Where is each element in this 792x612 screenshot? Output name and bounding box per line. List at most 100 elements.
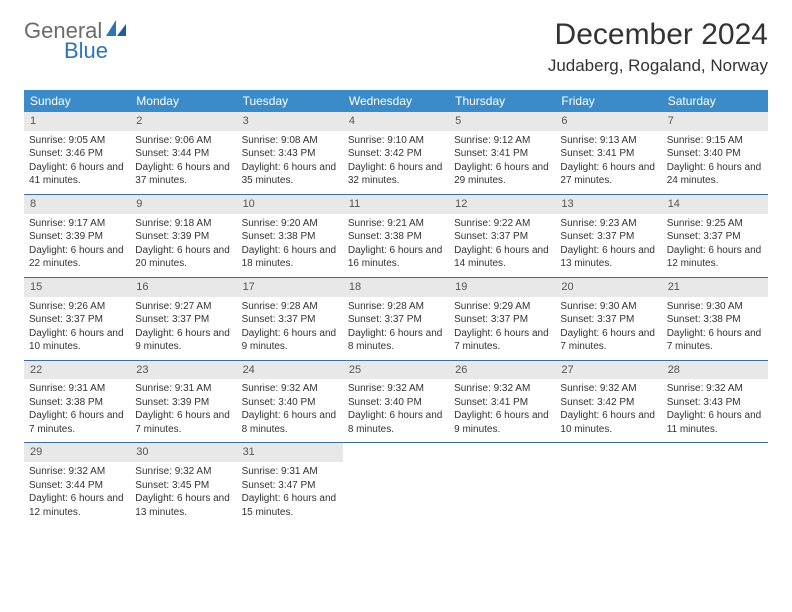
header: General Blue December 2024 Judaberg, Rog…: [24, 18, 768, 76]
day-body: Sunrise: 9:06 AMSunset: 3:44 PMDaylight:…: [130, 131, 236, 194]
sunset-line: Sunset: 3:44 PM: [135, 147, 231, 161]
daylight-line: Daylight: 6 hours and 11 minutes.: [667, 409, 763, 436]
sunset-line: Sunset: 3:41 PM: [454, 147, 550, 161]
day-body: Sunrise: 9:05 AMSunset: 3:46 PMDaylight:…: [24, 131, 130, 194]
daylight-line: Daylight: 6 hours and 9 minutes.: [135, 327, 231, 354]
sunset-line: Sunset: 3:38 PM: [29, 396, 125, 410]
day-body: Sunrise: 9:13 AMSunset: 3:41 PMDaylight:…: [555, 131, 661, 194]
daylight-line: Daylight: 6 hours and 10 minutes.: [29, 327, 125, 354]
sunrise-line: Sunrise: 9:30 AM: [560, 300, 656, 314]
sunset-line: Sunset: 3:37 PM: [242, 313, 338, 327]
sunset-line: Sunset: 3:43 PM: [667, 396, 763, 410]
daylight-line: Daylight: 6 hours and 29 minutes.: [454, 161, 550, 188]
day-cell: 9Sunrise: 9:18 AMSunset: 3:39 PMDaylight…: [130, 195, 236, 277]
daylight-line: Daylight: 6 hours and 35 minutes.: [242, 161, 338, 188]
sunrise-line: Sunrise: 9:12 AM: [454, 134, 550, 148]
day-number: 31: [237, 443, 343, 462]
day-number: 24: [237, 361, 343, 380]
logo-sail-icon: [106, 20, 128, 43]
daylight-line: Daylight: 6 hours and 9 minutes.: [242, 327, 338, 354]
sunrise-line: Sunrise: 9:20 AM: [242, 217, 338, 231]
day-number: 17: [237, 278, 343, 297]
day-number: 27: [555, 361, 661, 380]
day-number: 20: [555, 278, 661, 297]
day-header: Sunday: [24, 90, 130, 112]
sunrise-line: Sunrise: 9:32 AM: [135, 465, 231, 479]
sunrise-line: Sunrise: 9:26 AM: [29, 300, 125, 314]
sunset-line: Sunset: 3:40 PM: [348, 396, 444, 410]
day-number: 4: [343, 112, 449, 131]
sunrise-line: Sunrise: 9:29 AM: [454, 300, 550, 314]
week-row: 8Sunrise: 9:17 AMSunset: 3:39 PMDaylight…: [24, 195, 768, 278]
sunrise-line: Sunrise: 9:28 AM: [242, 300, 338, 314]
day-body: Sunrise: 9:32 AMSunset: 3:43 PMDaylight:…: [662, 379, 768, 442]
day-cell: 2Sunrise: 9:06 AMSunset: 3:44 PMDaylight…: [130, 112, 236, 194]
week-row: 29Sunrise: 9:32 AMSunset: 3:44 PMDayligh…: [24, 443, 768, 525]
day-number: 2: [130, 112, 236, 131]
day-body: Sunrise: 9:32 AMSunset: 3:40 PMDaylight:…: [343, 379, 449, 442]
daylight-line: Daylight: 6 hours and 9 minutes.: [454, 409, 550, 436]
day-number: 16: [130, 278, 236, 297]
day-body: Sunrise: 9:20 AMSunset: 3:38 PMDaylight:…: [237, 214, 343, 277]
day-number: 11: [343, 195, 449, 214]
daylight-line: Daylight: 6 hours and 10 minutes.: [560, 409, 656, 436]
day-cell: 25Sunrise: 9:32 AMSunset: 3:40 PMDayligh…: [343, 361, 449, 443]
day-body: Sunrise: 9:10 AMSunset: 3:42 PMDaylight:…: [343, 131, 449, 194]
day-number: 3: [237, 112, 343, 131]
sunset-line: Sunset: 3:37 PM: [560, 230, 656, 244]
sunrise-line: Sunrise: 9:27 AM: [135, 300, 231, 314]
daylight-line: Daylight: 6 hours and 8 minutes.: [242, 409, 338, 436]
day-cell: 27Sunrise: 9:32 AMSunset: 3:42 PMDayligh…: [555, 361, 661, 443]
daylight-line: Daylight: 6 hours and 16 minutes.: [348, 244, 444, 271]
day-cell: 8Sunrise: 9:17 AMSunset: 3:39 PMDaylight…: [24, 195, 130, 277]
sunrise-line: Sunrise: 9:17 AM: [29, 217, 125, 231]
day-cell: 5Sunrise: 9:12 AMSunset: 3:41 PMDaylight…: [449, 112, 555, 194]
daylight-line: Daylight: 6 hours and 32 minutes.: [348, 161, 444, 188]
calendar: Sunday Monday Tuesday Wednesday Thursday…: [24, 90, 768, 525]
day-header-row: Sunday Monday Tuesday Wednesday Thursday…: [24, 90, 768, 112]
sunset-line: Sunset: 3:37 PM: [29, 313, 125, 327]
daylight-line: Daylight: 6 hours and 7 minutes.: [667, 327, 763, 354]
day-body: Sunrise: 9:32 AMSunset: 3:42 PMDaylight:…: [555, 379, 661, 442]
day-body: Sunrise: 9:26 AMSunset: 3:37 PMDaylight:…: [24, 297, 130, 360]
day-cell: 11Sunrise: 9:21 AMSunset: 3:38 PMDayligh…: [343, 195, 449, 277]
sunrise-line: Sunrise: 9:32 AM: [348, 382, 444, 396]
sunset-line: Sunset: 3:37 PM: [560, 313, 656, 327]
daylight-line: Daylight: 6 hours and 22 minutes.: [29, 244, 125, 271]
day-number: 30: [130, 443, 236, 462]
sunset-line: Sunset: 3:43 PM: [242, 147, 338, 161]
daylight-line: Daylight: 6 hours and 12 minutes.: [29, 492, 125, 519]
day-number: 21: [662, 278, 768, 297]
sunrise-line: Sunrise: 9:32 AM: [242, 382, 338, 396]
day-body: Sunrise: 9:18 AMSunset: 3:39 PMDaylight:…: [130, 214, 236, 277]
logo: General Blue: [24, 18, 128, 64]
day-cell: 3Sunrise: 9:08 AMSunset: 3:43 PMDaylight…: [237, 112, 343, 194]
sunset-line: Sunset: 3:37 PM: [454, 313, 550, 327]
day-number: 26: [449, 361, 555, 380]
sunrise-line: Sunrise: 9:30 AM: [667, 300, 763, 314]
sunset-line: Sunset: 3:40 PM: [242, 396, 338, 410]
day-number: 28: [662, 361, 768, 380]
day-cell: 21Sunrise: 9:30 AMSunset: 3:38 PMDayligh…: [662, 278, 768, 360]
month-title: December 2024: [548, 18, 768, 52]
daylight-line: Daylight: 6 hours and 13 minutes.: [560, 244, 656, 271]
day-body: Sunrise: 9:29 AMSunset: 3:37 PMDaylight:…: [449, 297, 555, 360]
day-cell: 4Sunrise: 9:10 AMSunset: 3:42 PMDaylight…: [343, 112, 449, 194]
daylight-line: Daylight: 6 hours and 7 minutes.: [29, 409, 125, 436]
sunrise-line: Sunrise: 9:32 AM: [29, 465, 125, 479]
day-cell: .: [343, 443, 449, 525]
sunrise-line: Sunrise: 9:32 AM: [454, 382, 550, 396]
day-number: 23: [130, 361, 236, 380]
sunrise-line: Sunrise: 9:22 AM: [454, 217, 550, 231]
day-number: 14: [662, 195, 768, 214]
sunset-line: Sunset: 3:38 PM: [242, 230, 338, 244]
day-body: Sunrise: 9:32 AMSunset: 3:40 PMDaylight:…: [237, 379, 343, 442]
day-cell: 7Sunrise: 9:15 AMSunset: 3:40 PMDaylight…: [662, 112, 768, 194]
sunrise-line: Sunrise: 9:05 AM: [29, 134, 125, 148]
week-row: 1Sunrise: 9:05 AMSunset: 3:46 PMDaylight…: [24, 112, 768, 195]
day-cell: 18Sunrise: 9:28 AMSunset: 3:37 PMDayligh…: [343, 278, 449, 360]
day-cell: 15Sunrise: 9:26 AMSunset: 3:37 PMDayligh…: [24, 278, 130, 360]
daylight-line: Daylight: 6 hours and 12 minutes.: [667, 244, 763, 271]
sunrise-line: Sunrise: 9:25 AM: [667, 217, 763, 231]
week-row: 22Sunrise: 9:31 AMSunset: 3:38 PMDayligh…: [24, 361, 768, 444]
